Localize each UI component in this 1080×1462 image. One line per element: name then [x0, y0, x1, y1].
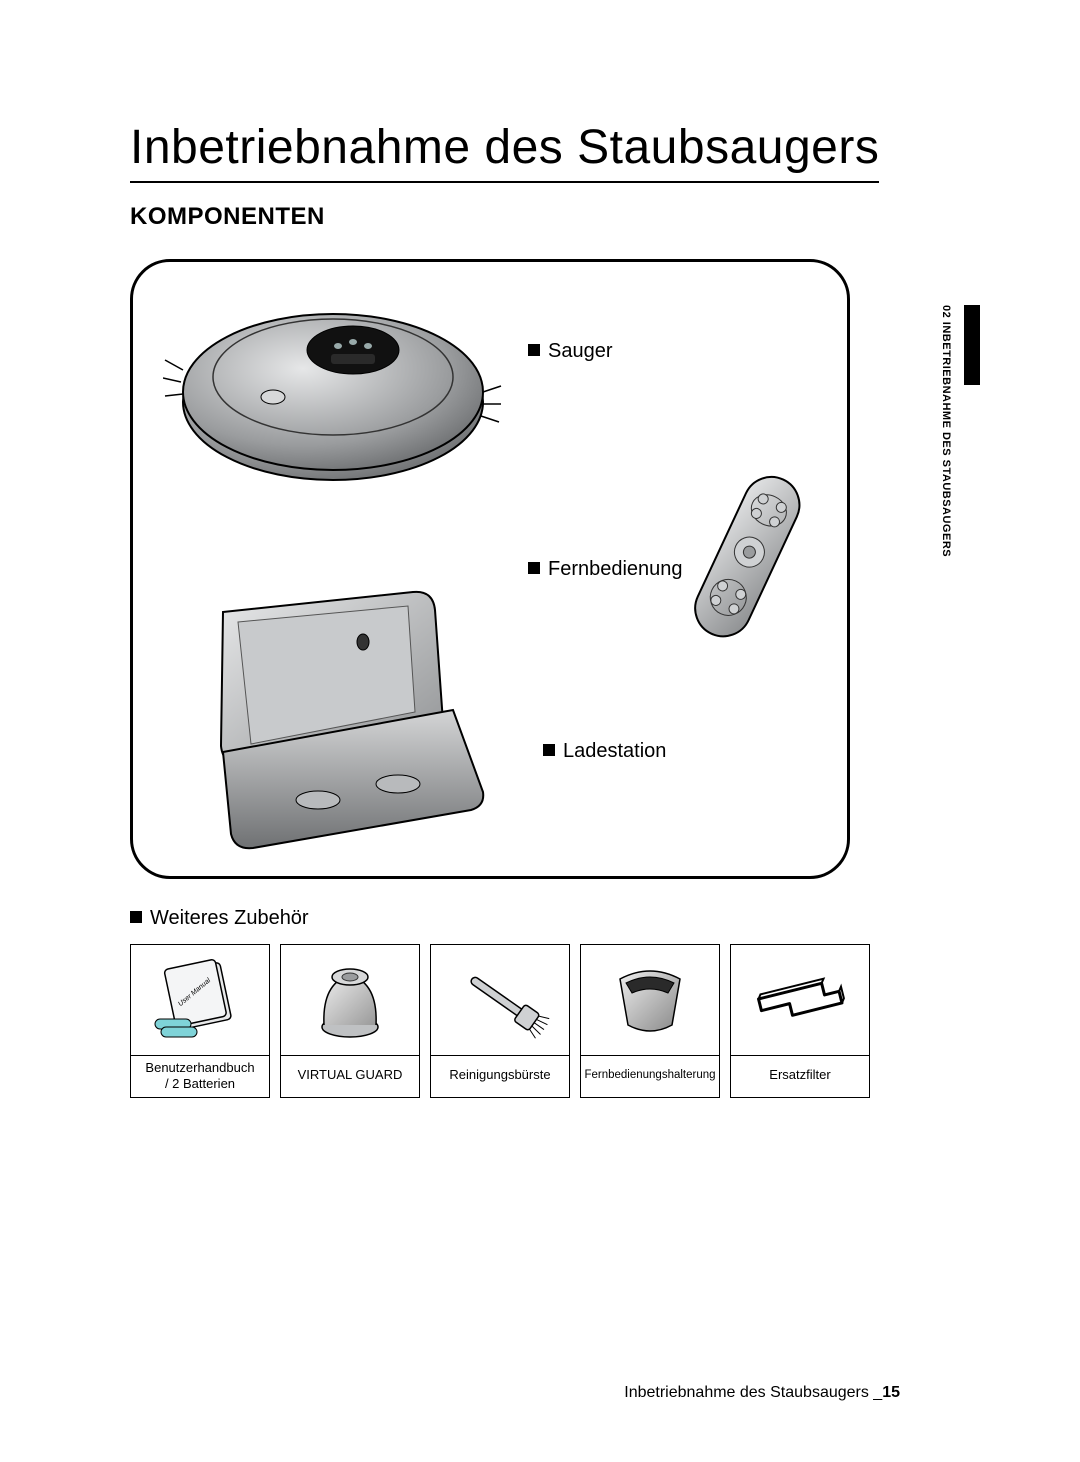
accessories-row: User Manual Benutzerhandbuch/ 2 Batterie… [130, 944, 870, 1098]
bullet-icon [528, 562, 540, 574]
page-title: Inbetriebnahme des Staubsaugers [130, 120, 879, 183]
page-footer: Inbetriebnahme des Staubsaugers _15 [624, 1384, 900, 1402]
accessory-cell: VIRTUAL GUARD [280, 944, 420, 1098]
accessory-cell: Reinigungsbürste [430, 944, 570, 1098]
accessory-label: Reinigungsbürste [431, 1055, 569, 1095]
manual-batteries-icon: User Manual [131, 945, 269, 1055]
label-sauger: Sauger [528, 340, 613, 363]
accessory-cell: Ersatzfilter [730, 944, 870, 1098]
cleaning-brush-icon [431, 945, 569, 1055]
side-tab-marker [964, 305, 980, 385]
accessory-label: Ersatzfilter [731, 1055, 869, 1095]
label-ladestation: Ladestation [543, 740, 666, 763]
label-fernbedienung: Fernbedienung [528, 558, 683, 581]
accessory-cell: Fernbedienungshalterung [580, 944, 720, 1098]
spare-filter-icon [731, 945, 869, 1055]
remote-holder-icon [581, 945, 719, 1055]
page-number: 15 [882, 1384, 900, 1401]
accessory-label: VIRTUAL GUARD [281, 1055, 419, 1095]
dock-illustration [183, 582, 503, 862]
components-figure: Sauger [130, 259, 850, 879]
remote-illustration [677, 462, 817, 662]
accessories-heading: Weiteres Zubehör [130, 907, 980, 930]
bullet-icon [528, 344, 540, 356]
virtual-guard-icon [281, 945, 419, 1055]
accessory-label: Fernbedienungshalterung [581, 1055, 719, 1095]
bullet-icon [543, 744, 555, 756]
section-heading: KOMPONENTEN [130, 203, 980, 231]
side-tab-text: 02 INBETRIEBNAHME DES STAUBSAUGERS [940, 305, 952, 557]
accessory-label: Benutzerhandbuch/ 2 Batterien [131, 1055, 269, 1097]
bullet-icon [130, 911, 142, 923]
accessory-cell: User Manual Benutzerhandbuch/ 2 Batterie… [130, 944, 270, 1098]
vacuum-illustration [163, 292, 503, 492]
chapter-side-tab: 02 INBETRIEBNAHME DES STAUBSAUGERS [940, 305, 980, 555]
